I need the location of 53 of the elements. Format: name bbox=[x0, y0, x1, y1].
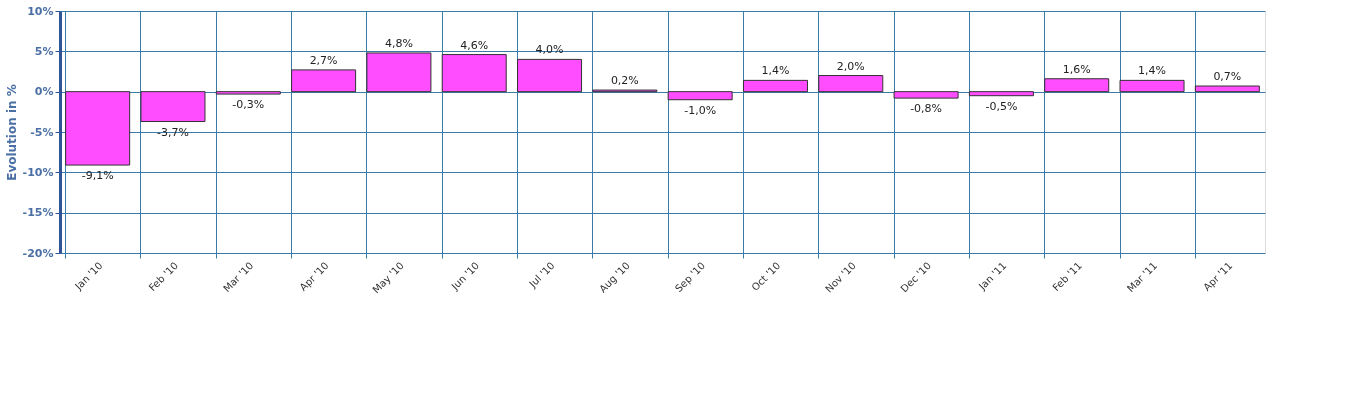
bar bbox=[65, 91, 131, 166]
x-tick-label: Aug '10 bbox=[597, 259, 632, 295]
y-tick-label: 5% bbox=[34, 44, 54, 58]
x-tick-label: Mar '11 bbox=[1124, 259, 1160, 295]
bar bbox=[742, 79, 808, 93]
y-tick-label: -5% bbox=[30, 125, 54, 139]
y-tick-label: -10% bbox=[22, 165, 54, 179]
bar bbox=[818, 75, 884, 93]
y-tick-label: 10% bbox=[27, 4, 54, 18]
x-tick-label: Jan '11 bbox=[975, 259, 1009, 293]
x-tick-label: Jan '10 bbox=[72, 259, 105, 293]
data-label: 0,7% bbox=[1213, 70, 1242, 84]
data-label: -0,3% bbox=[232, 98, 265, 112]
data-label: 2,7% bbox=[309, 53, 338, 67]
data-label: 1,4% bbox=[761, 64, 790, 78]
x-tick-label: May '10 bbox=[370, 259, 406, 296]
bar bbox=[366, 52, 432, 93]
data-label: 1,6% bbox=[1062, 62, 1091, 76]
y-tick-label: -20% bbox=[22, 246, 54, 260]
x-tick-label: Oct '10 bbox=[749, 259, 783, 293]
x-tick-label: Jul '10 bbox=[526, 259, 557, 290]
y-tick-label: 0% bbox=[34, 85, 54, 99]
bar bbox=[215, 91, 281, 95]
bar bbox=[517, 58, 583, 93]
data-label: 2,0% bbox=[836, 59, 865, 73]
data-label: -0,5% bbox=[985, 99, 1018, 113]
x-tick-label: Feb '11 bbox=[1050, 259, 1084, 294]
bar bbox=[1119, 79, 1185, 93]
x-tick-label: Apr '10 bbox=[297, 259, 331, 293]
data-label: -0,8% bbox=[910, 102, 943, 116]
data-label: 4,6% bbox=[460, 38, 489, 52]
data-label: -9,1% bbox=[81, 169, 114, 183]
bar bbox=[1044, 78, 1110, 93]
x-tick-label: Mar '10 bbox=[221, 259, 256, 295]
x-tick-label: Dec '10 bbox=[898, 259, 934, 295]
x-tick-label: Apr '11 bbox=[1201, 259, 1235, 293]
bar bbox=[1194, 85, 1260, 93]
y-tick-label: -15% bbox=[22, 206, 54, 220]
x-tick-label: Nov '10 bbox=[823, 259, 858, 295]
y-axis-title: Evolution in % bbox=[4, 84, 19, 181]
bar bbox=[968, 91, 1034, 97]
data-label: 1,4% bbox=[1138, 64, 1167, 78]
x-tick-label: Feb '10 bbox=[146, 259, 181, 294]
bar bbox=[291, 69, 357, 93]
data-label: 4,8% bbox=[384, 36, 413, 50]
bar bbox=[140, 91, 206, 123]
bar bbox=[893, 91, 959, 99]
x-tick-label: Sep '10 bbox=[672, 259, 708, 295]
data-label: -1,0% bbox=[684, 103, 717, 117]
bar bbox=[441, 54, 507, 93]
x-tick-label: Jun '10 bbox=[448, 259, 482, 293]
data-label: 0,2% bbox=[610, 74, 639, 88]
bar bbox=[667, 91, 733, 101]
